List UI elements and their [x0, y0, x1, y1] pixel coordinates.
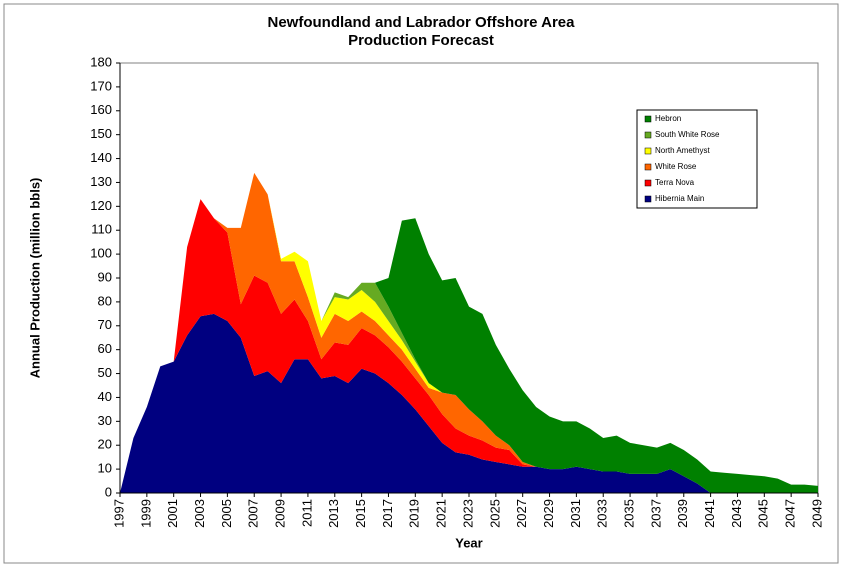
x-tick-label: 2039 — [675, 499, 690, 528]
x-tick-label: 2007 — [246, 499, 261, 528]
legend-label: Hebron — [655, 114, 681, 123]
y-tick-label: 10 — [98, 461, 112, 476]
y-tick-label: 50 — [98, 365, 112, 380]
chart-title: Newfoundland and Labrador Offshore Area — [268, 14, 576, 31]
legend-label: Hibernia Main — [655, 194, 704, 203]
legend-swatch — [644, 131, 652, 139]
x-tick-label: 2005 — [219, 499, 234, 528]
y-tick-label: 90 — [98, 269, 112, 284]
x-tick-label: 2003 — [192, 499, 207, 528]
y-tick-label: 120 — [90, 198, 112, 213]
x-tick-label: 2047 — [783, 499, 798, 528]
y-tick-label: 30 — [98, 413, 112, 428]
x-tick-label: 2011 — [299, 499, 314, 527]
y-tick-label: 180 — [90, 54, 112, 69]
x-tick-label: 2019 — [407, 499, 422, 528]
x-tick-label: 2035 — [622, 499, 637, 528]
x-tick-label: 1997 — [111, 499, 126, 528]
area — [120, 199, 818, 493]
x-tick-label: 2017 — [380, 499, 395, 528]
area — [120, 172, 818, 493]
y-tick-label: 110 — [91, 222, 112, 237]
legend-swatch — [644, 115, 652, 123]
y-tick-label: 170 — [90, 78, 112, 93]
y-tick-label: 160 — [90, 102, 112, 117]
x-tick-label: 2033 — [595, 499, 610, 528]
y-tick-label: 140 — [90, 150, 112, 165]
y-tick-label: 100 — [90, 246, 112, 261]
x-tick-label: 2045 — [756, 499, 771, 528]
area — [120, 313, 818, 493]
legend-swatch — [644, 147, 652, 155]
legend-label: South White Rose — [655, 130, 720, 139]
legend-swatch — [644, 179, 652, 187]
x-tick-label: 2021 — [434, 499, 449, 528]
chart-subtitle: Production Forecast — [348, 32, 494, 49]
x-tick-label: 2041 — [702, 499, 717, 528]
legend-label: Terra Nova — [655, 178, 695, 187]
legend-label: White Rose — [655, 162, 697, 171]
x-tick-label: 2037 — [648, 499, 663, 528]
x-tick-label: 2029 — [541, 499, 556, 528]
area — [120, 172, 818, 493]
y-tick-label: 70 — [98, 317, 112, 332]
y-tick-label: 150 — [90, 126, 112, 141]
y-tick-label: 20 — [98, 437, 112, 452]
x-tick-label: 2027 — [514, 499, 529, 528]
x-tick-label: 1999 — [138, 499, 153, 528]
legend-box — [636, 109, 758, 209]
x-tick-label: 2025 — [487, 499, 502, 528]
legend-swatch — [644, 163, 652, 171]
y-tick-label: 0 — [105, 484, 112, 499]
area — [120, 172, 818, 493]
y-axis-label: Annual Production (million bbls) — [27, 178, 42, 379]
x-tick-label: 2031 — [568, 499, 583, 528]
y-tick-label: 80 — [98, 293, 112, 308]
legend-label: North Amethyst — [655, 146, 710, 155]
x-axis-label: Year — [455, 535, 482, 550]
x-tick-label: 2023 — [460, 499, 475, 528]
x-tick-label: 2001 — [165, 499, 180, 528]
x-tick-label: 2015 — [353, 499, 368, 528]
x-tick-label: 2043 — [729, 499, 744, 528]
x-tick-label: 2013 — [326, 499, 341, 528]
y-tick-label: 40 — [98, 389, 112, 404]
x-tick-label: 2049 — [809, 499, 824, 528]
y-tick-label: 60 — [98, 341, 112, 356]
legend-swatch — [644, 195, 652, 203]
y-tick-label: 130 — [90, 174, 112, 189]
x-tick-label: 2009 — [273, 499, 288, 528]
